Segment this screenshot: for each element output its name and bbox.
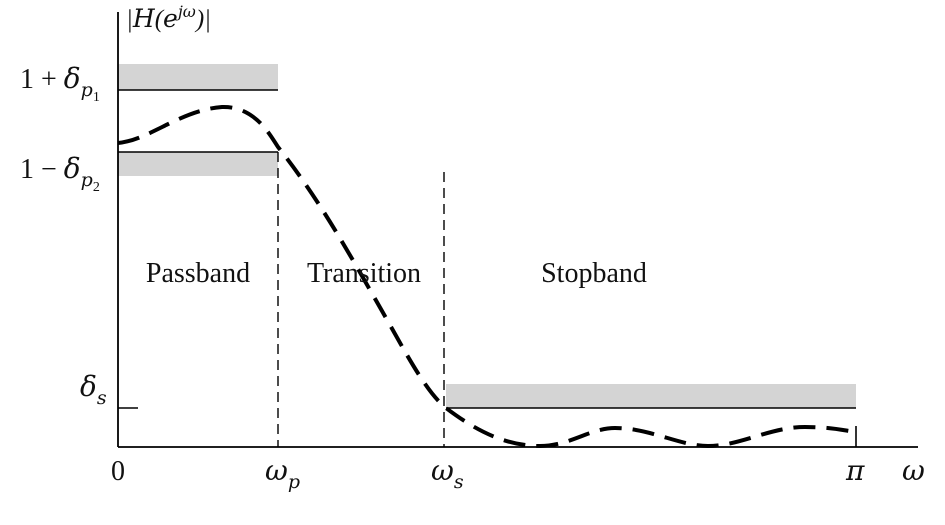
y-tick-label-1-plus-delta-p1: 1 + δp1 bbox=[20, 62, 100, 105]
region-label-stopband: Stopband bbox=[541, 258, 647, 289]
x-tick-label-omega-s: ωs bbox=[431, 454, 464, 493]
passband-upper-tolerance-band bbox=[118, 64, 278, 90]
x-tick-label-omega-p: ωp bbox=[265, 454, 300, 493]
frequency-response-curve bbox=[117, 104, 859, 449]
y-tick-label-1-minus-delta-p2: 1 − δp2 bbox=[20, 152, 100, 195]
stopband-tolerance-band bbox=[446, 384, 856, 408]
passband-lower-tolerance-band bbox=[118, 152, 278, 176]
x-axis-label: ω bbox=[902, 454, 925, 487]
x-tick-label-0: 0 bbox=[111, 456, 125, 487]
y-axis-label: |H(ejω)| bbox=[126, 2, 211, 33]
region-label-passband: Passband bbox=[146, 258, 250, 289]
y-tick-label-delta-s: δs bbox=[80, 370, 107, 409]
x-tick-label-pi: π bbox=[845, 454, 865, 487]
region-label-transition: Transition bbox=[307, 258, 421, 289]
